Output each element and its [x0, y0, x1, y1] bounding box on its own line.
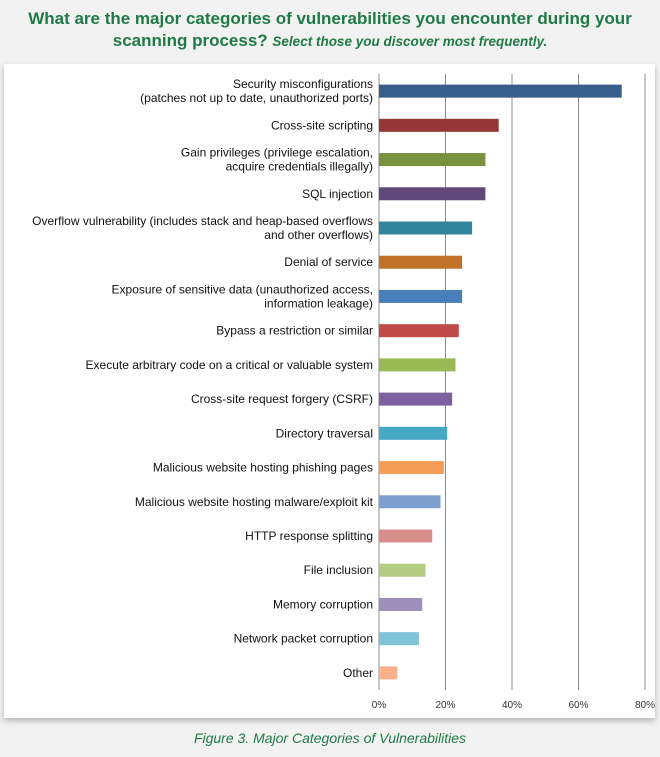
- bar: [379, 392, 453, 406]
- chart-title-subtitle: Select those you discover most frequentl…: [272, 34, 548, 49]
- category-label: Denial of service: [284, 255, 373, 269]
- category-label: Overflow vulnerability (includes stack a…: [32, 214, 373, 242]
- category-label-line: Cross-site scripting: [271, 118, 373, 132]
- bar: [379, 255, 463, 269]
- x-tick-label: 60%: [568, 700, 588, 711]
- category-label-line: File inclusion: [304, 563, 373, 577]
- category-label: Gain privileges (privilege escalation, ac…: [181, 146, 373, 174]
- category-label: Memory corruption: [273, 597, 373, 611]
- bar: [379, 563, 426, 577]
- bar: [379, 221, 473, 235]
- category-label: Cross-site request forgery (CSRF): [191, 392, 373, 406]
- category-label-line: Cross-site request forgery (CSRF): [191, 392, 373, 406]
- chart-title: What are the major categories of vulnera…: [20, 8, 640, 53]
- header: What are the major categories of vulnera…: [0, 0, 660, 64]
- bar: [379, 461, 444, 475]
- x-tick-label: 20%: [435, 700, 455, 711]
- category-label: Bypass a restriction or similar: [216, 324, 373, 338]
- x-tick-label: 40%: [502, 700, 522, 711]
- category-label-line: Overflow vulnerability (includes stack a…: [32, 214, 373, 228]
- category-label-line: and other overflows): [264, 228, 373, 242]
- chart-panel: 0% 20% 40% 60% 80% Security misconfigurations…: [4, 64, 655, 718]
- category-label: Cross-site scripting: [271, 118, 373, 132]
- category-label: Directory traversal: [276, 426, 373, 440]
- bar: [379, 529, 433, 543]
- x-tick-label: 80%: [635, 700, 655, 711]
- bar: [379, 153, 486, 167]
- category-label-line: Malicious website hosting phishing pages: [153, 461, 373, 475]
- category-label: Malicious website hosting malware/exploi…: [135, 495, 374, 509]
- category-label-line: HTTP response splitting: [245, 529, 373, 543]
- category-label-line: Security misconfigurations: [233, 77, 373, 91]
- figure-caption: Figure 3. Major Categories of Vulnerabil…: [193, 730, 467, 746]
- category-label: Execute arbitrary code on a critical or …: [86, 358, 373, 372]
- bar: [379, 495, 441, 509]
- category-label-line: Bypass a restriction or similar: [216, 324, 373, 338]
- category-label: SQL injection: [302, 187, 373, 201]
- chart-title-main: What are the major categories of vulnera…: [28, 9, 632, 50]
- category-label: Security misconfigurations (patches not u…: [140, 77, 373, 105]
- category-label-line: Memory corruption: [273, 597, 373, 611]
- category-label: Other: [343, 666, 373, 680]
- category-label: Exposure of sensitive data (unauthorized…: [112, 282, 373, 310]
- category-label-line: Directory traversal: [276, 426, 373, 440]
- bar: [379, 289, 463, 303]
- bar: [379, 324, 459, 338]
- category-label-line: Exposure of sensitive data (unauthorized…: [112, 282, 373, 296]
- bar: [379, 84, 622, 98]
- category-label-line: Malicious website hosting malware/exploi…: [135, 495, 374, 509]
- bar: [379, 118, 499, 132]
- bar: [379, 426, 448, 440]
- x-tick-label: 0%: [372, 700, 387, 711]
- category-label-line: Other: [343, 666, 373, 680]
- category-label: File inclusion: [304, 563, 373, 577]
- category-label-line: SQL injection: [302, 187, 373, 201]
- bar: [379, 632, 419, 646]
- bar: [379, 666, 398, 680]
- category-label: HTTP response splitting: [245, 529, 373, 543]
- category-label-line: Network packet corruption: [234, 632, 373, 646]
- bar-chart: 0% 20% 40% 60% 80% Security misconfigurations…: [32, 74, 655, 711]
- category-label: Network packet corruption: [234, 632, 373, 646]
- category-label-line: Gain privileges (privilege escalation,: [181, 146, 373, 160]
- category-label: Malicious website hosting phishing pages: [153, 461, 373, 475]
- bar: [379, 187, 486, 201]
- category-label-line: Denial of service: [284, 255, 373, 269]
- bar: [379, 597, 423, 611]
- category-label-line: (patches not up to date, unauthorized po…: [140, 91, 373, 105]
- category-label-line: information leakage): [264, 296, 373, 310]
- category-label-line: acquire credentials illegally): [226, 160, 373, 174]
- category-label-line: Execute arbitrary code on a critical or …: [86, 358, 373, 372]
- bar: [379, 358, 456, 372]
